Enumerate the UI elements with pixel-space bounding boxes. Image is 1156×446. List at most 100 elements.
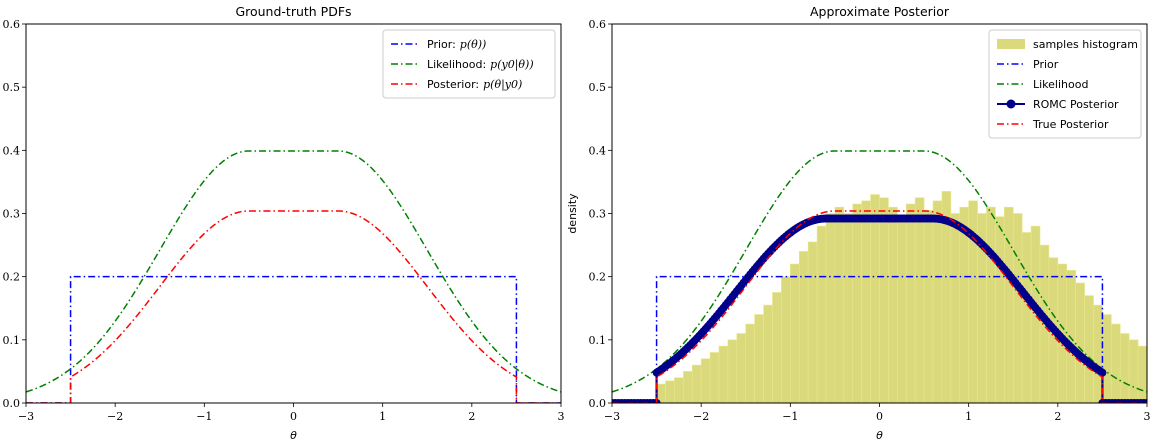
y-tick-label: 0.4 bbox=[3, 144, 21, 157]
y-tick-label: 0.5 bbox=[3, 81, 21, 94]
x-tick-label: 3 bbox=[558, 410, 565, 423]
plot-clip-group bbox=[26, 150, 561, 403]
chart-title: Approximate Posterior bbox=[810, 4, 950, 19]
x-tick-label: 2 bbox=[1054, 410, 1061, 423]
y-tick-label: 0.5 bbox=[589, 81, 607, 94]
x-tick-label: 0 bbox=[876, 410, 883, 423]
axis-ticks: −3 −2 −1 0 1 2 3 0.0 0.1 0.2 0.3 0.4 0.5 0.6 bbox=[3, 18, 565, 423]
histogram-bar bbox=[1137, 345, 1147, 403]
legend-label: Prior bbox=[1033, 58, 1059, 71]
histogram-bar bbox=[736, 333, 747, 403]
x-tick-label: −1 bbox=[782, 410, 798, 423]
histogram-bar bbox=[718, 345, 729, 403]
y-tick-label: 0.0 bbox=[3, 397, 21, 410]
x-axis-label: θ bbox=[290, 429, 297, 442]
histogram-bar bbox=[861, 200, 871, 403]
plot-clip-group bbox=[612, 150, 1147, 403]
histogram-bar bbox=[905, 203, 916, 403]
x-tick-label: 2 bbox=[468, 410, 475, 423]
legend-label: Posterior: p(θ|y0) bbox=[427, 78, 522, 92]
legend-box bbox=[988, 29, 1142, 139]
chart-title: Ground-truth PDFs bbox=[235, 4, 351, 19]
x-tick-label: −3 bbox=[18, 410, 34, 423]
histogram-bar bbox=[852, 203, 862, 403]
legend-marker-romc bbox=[1006, 99, 1016, 109]
y-tick-label: 0.2 bbox=[3, 271, 21, 284]
legend: samples histogram Prior Likelihood ROMC Pos… bbox=[988, 29, 1142, 139]
chart-approximate-posterior: Approximate Posterior θ density −3 −2 −1 0 1… bbox=[566, 4, 1151, 442]
y-tick-label: 0.3 bbox=[589, 208, 607, 221]
histogram-bar bbox=[807, 241, 818, 403]
x-tick-label: 3 bbox=[1144, 410, 1151, 423]
legend-label: samples histogram bbox=[1033, 38, 1138, 51]
histogram-bar bbox=[772, 292, 782, 403]
legend: Prior: p(θ))Likelihood: p(y0|θ))Posterior:… bbox=[382, 29, 556, 99]
histogram-bar bbox=[923, 210, 934, 403]
histogram-bar bbox=[1119, 333, 1130, 403]
y-tick-label: 0.0 bbox=[589, 397, 607, 410]
legend-handle-histogram bbox=[997, 39, 1025, 49]
histogram-bar bbox=[897, 219, 907, 403]
histogram-bar bbox=[790, 263, 800, 403]
histogram-bar bbox=[1012, 213, 1023, 403]
histogram-bar bbox=[1146, 355, 1147, 403]
histogram-bar bbox=[1021, 232, 1032, 403]
histogram-bar bbox=[870, 194, 880, 403]
series-line-posterior bbox=[612, 210, 1147, 403]
histogram-bar bbox=[950, 213, 961, 403]
legend-box bbox=[382, 29, 556, 99]
histogram-bar bbox=[825, 213, 836, 403]
series-line-posterior bbox=[26, 210, 561, 403]
histogram-bar bbox=[1075, 282, 1085, 403]
histogram-bar bbox=[665, 380, 675, 403]
histogram-bar bbox=[888, 206, 898, 403]
y-tick-label: 0.4 bbox=[589, 144, 607, 157]
y-tick-label: 0.3 bbox=[3, 208, 21, 221]
histogram-bar bbox=[834, 206, 845, 403]
histogram-bar bbox=[683, 371, 693, 403]
histogram-bar bbox=[1004, 206, 1014, 403]
histogram-bar bbox=[959, 206, 969, 403]
x-tick-label: −3 bbox=[604, 410, 620, 423]
legend-math: p(θ|y0) bbox=[483, 78, 522, 92]
axis-ticks: −3 −2 −1 0 1 2 3 0.0 0.1 0.2 0.3 0.4 0.5 0.6 bbox=[589, 18, 1151, 423]
histogram-bar bbox=[816, 225, 827, 403]
histogram-bar bbox=[709, 352, 720, 403]
histogram-bar bbox=[763, 304, 773, 403]
histogram-bar bbox=[691, 364, 702, 403]
y-tick-label: 0.1 bbox=[3, 334, 21, 347]
histogram-bar bbox=[995, 216, 1005, 403]
histogram-bar bbox=[914, 197, 925, 403]
x-axis-label: θ bbox=[876, 429, 883, 442]
romc-marker bbox=[1098, 368, 1107, 377]
series-line-prior bbox=[26, 275, 561, 403]
histogram-bar bbox=[745, 323, 755, 403]
legend-math: p(θ)) bbox=[460, 38, 487, 51]
histogram-bar bbox=[843, 213, 854, 403]
histogram-bar bbox=[727, 339, 738, 403]
legend-label: ROMC Posterior bbox=[1033, 98, 1119, 111]
histogram-bar bbox=[1093, 304, 1103, 403]
y-tick-label: 0.2 bbox=[589, 271, 607, 284]
y-axis-label: density bbox=[566, 193, 579, 234]
histogram-bar bbox=[754, 314, 764, 403]
x-tick-label: 1 bbox=[379, 410, 386, 423]
x-tick-label: −2 bbox=[107, 410, 123, 423]
plot-area bbox=[611, 23, 1148, 404]
histogram-bar bbox=[1102, 314, 1112, 403]
histogram-bar bbox=[700, 358, 711, 403]
histogram-bar bbox=[1066, 270, 1076, 403]
series-line-likelihood bbox=[26, 150, 561, 393]
histogram-bar bbox=[986, 206, 996, 403]
x-tick-label: 1 bbox=[965, 410, 972, 423]
legend-label: Likelihood: p(y0|θ)) bbox=[427, 58, 534, 72]
y-tick-label: 0.6 bbox=[589, 18, 607, 31]
series-line-likelihood bbox=[612, 150, 1147, 393]
histogram-bar bbox=[932, 200, 943, 403]
legend-math: p(y0|θ)) bbox=[490, 58, 533, 72]
x-tick-label: −1 bbox=[196, 410, 212, 423]
histogram-bar bbox=[781, 276, 791, 403]
y-tick-label: 0.6 bbox=[3, 18, 21, 31]
y-tick-label: 0.1 bbox=[589, 334, 607, 347]
